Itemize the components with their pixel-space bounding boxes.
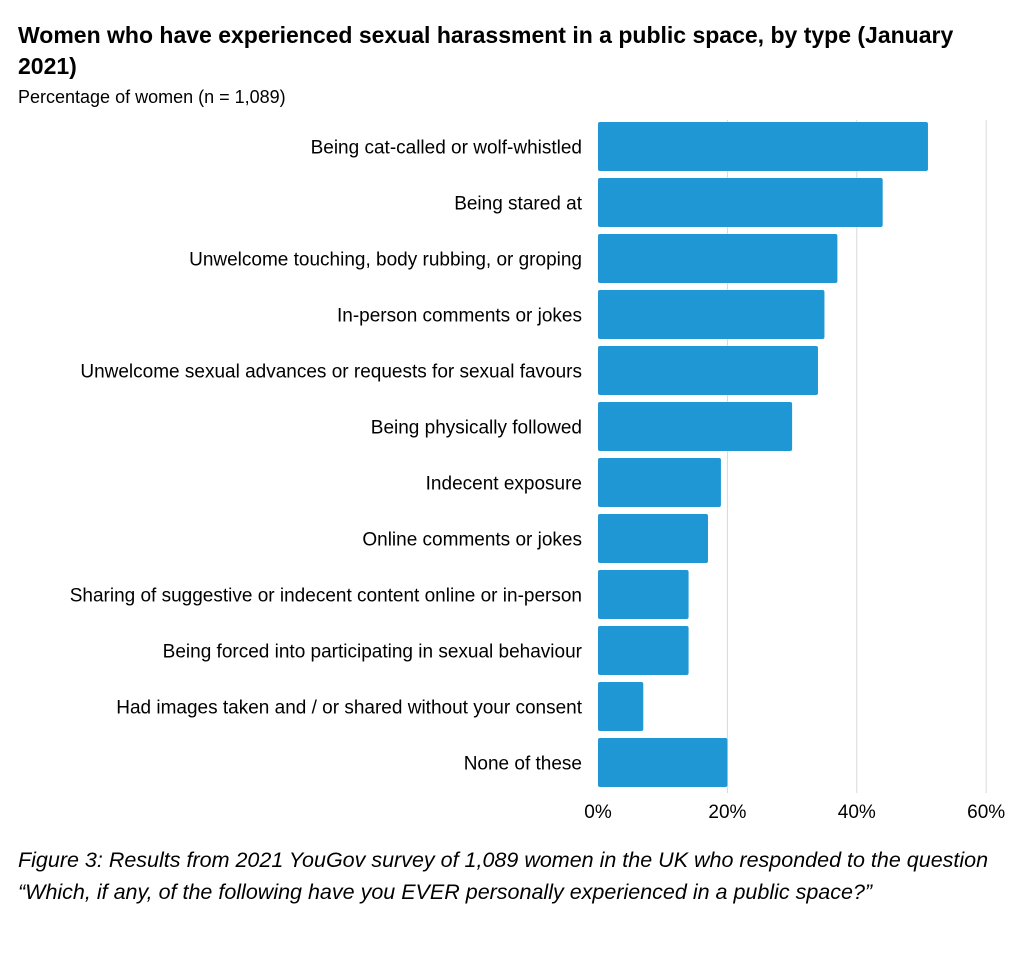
figure-caption: Figure 3: Results from 2021 YouGov surve… [18,848,989,904]
x-axis-ticks: 0% 20% 40% 60% [584,802,1005,823]
category-label: Being forced into participating in sexua… [163,642,583,663]
bar-chart: Being cat-called or wolf-whistled Being s… [70,120,1005,823]
category-label: Indecent exposure [426,474,582,495]
bar [598,122,928,171]
category-label: Had images taken and / or shared without… [116,698,582,719]
bar [598,626,689,675]
category-label: Unwelcome sexual advances or requests fo… [80,362,582,383]
category-label: Unwelcome touching, body rubbing, or gro… [189,250,582,271]
category-label: Online comments or jokes [362,530,582,551]
bar [598,178,883,227]
x-tick-label: 20% [708,802,746,823]
category-label: Being physically followed [371,418,582,439]
grid-lines [726,120,987,793]
x-tick-label: 0% [584,802,612,823]
category-label: None of these [464,754,582,775]
bar [598,402,793,451]
bars [598,122,928,787]
x-tick-label: 40% [838,802,876,823]
chart-subtitle: Percentage of women (n = 1,089) [18,87,286,107]
category-label: In-person comments or jokes [337,306,582,327]
bar [598,570,689,619]
category-label: Being stared at [454,194,583,215]
bar [598,738,728,787]
bar [598,290,825,339]
bar [598,234,838,283]
bar [598,458,721,507]
category-label: Sharing of suggestive or indecent conten… [70,586,582,607]
bar [598,346,818,395]
category-labels: Being cat-called or wolf-whistled Being s… [70,138,583,775]
chart-title: Women who have experienced sexual harass… [18,22,954,79]
category-label: Being cat-called or wolf-whistled [311,138,582,159]
x-tick-label: 60% [967,802,1005,823]
bar [598,682,644,731]
bar [598,514,708,563]
